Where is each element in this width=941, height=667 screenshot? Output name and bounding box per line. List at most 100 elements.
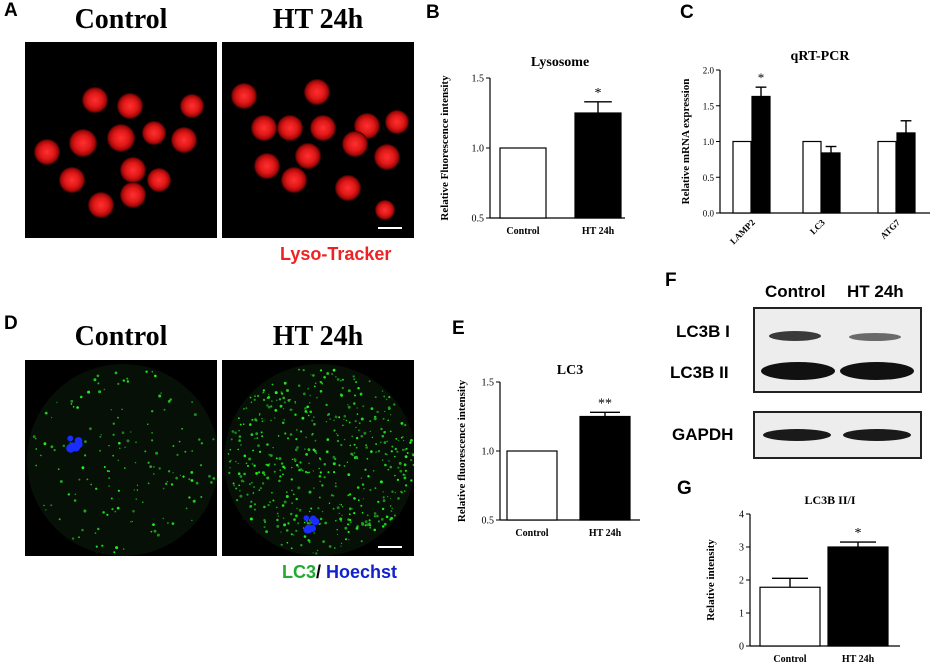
- lc3-puncta: [368, 522, 371, 525]
- lc3-puncta: [341, 514, 343, 517]
- lc3-puncta: [330, 494, 334, 497]
- y-axis-label: Relative mRNA expression: [680, 79, 692, 205]
- lc3-puncta: [283, 500, 287, 504]
- lc3-puncta: [297, 522, 300, 525]
- lc3-puncta: [99, 435, 102, 438]
- lc3-puncta: [280, 391, 282, 393]
- lc3-puncta: [252, 449, 254, 452]
- lc3-puncta: [341, 386, 344, 390]
- lc3-puncta: [348, 421, 351, 424]
- lc3-puncta: [356, 486, 360, 489]
- lc3-puncta: [181, 427, 184, 430]
- lc3-puncta: [253, 486, 255, 488]
- lc3-puncta: [360, 504, 363, 507]
- lc3-puncta: [334, 547, 336, 549]
- lc3-puncta: [344, 526, 348, 530]
- lc3-puncta: [276, 512, 279, 515]
- lc3-puncta: [271, 383, 274, 386]
- lc3-puncta: [292, 534, 295, 536]
- lc3-puncta: [294, 400, 296, 403]
- lc3-puncta: [334, 457, 337, 461]
- lc3-puncta: [276, 524, 280, 528]
- bar: [896, 132, 916, 214]
- lc3-puncta: [135, 498, 138, 501]
- lc3-puncta: [327, 471, 330, 474]
- lc3-puncta: [297, 486, 301, 490]
- lc3-puncta: [112, 433, 115, 436]
- lc3-puncta: [339, 503, 341, 505]
- lc3-puncta: [353, 452, 356, 454]
- lc3-puncta: [374, 487, 377, 489]
- lc3-puncta: [176, 453, 179, 456]
- lc3-puncta: [334, 415, 337, 417]
- lc3-puncta: [158, 467, 161, 470]
- lc3-puncta: [274, 409, 278, 412]
- lc3-puncta: [313, 487, 315, 489]
- lc3-puncta: [251, 482, 253, 484]
- blot-header-ht: HT 24h: [847, 282, 904, 301]
- lc3-puncta: [266, 463, 270, 467]
- lc3-puncta: [108, 477, 111, 480]
- lc3-puncta: [380, 441, 382, 444]
- lc3-puncta: [291, 458, 293, 460]
- y-tick-label: 1.0: [482, 447, 495, 458]
- lc3-puncta: [280, 392, 284, 395]
- lc3-puncta: [332, 368, 336, 372]
- lc3-puncta: [299, 461, 302, 464]
- lc3-puncta: [237, 462, 239, 465]
- x-tick-label: ATG7: [878, 217, 902, 241]
- lc3-puncta: [326, 372, 330, 375]
- lc3-puncta: [188, 496, 191, 499]
- lc3-puncta: [355, 527, 359, 530]
- lc3-puncta: [393, 403, 396, 406]
- lc3-puncta: [365, 444, 367, 447]
- lc3-puncta: [153, 473, 155, 475]
- lc3-puncta: [383, 441, 387, 444]
- lc3-puncta: [251, 418, 254, 421]
- lc3-puncta: [247, 465, 249, 467]
- lc3-puncta: [386, 440, 388, 443]
- lc3-puncta: [156, 533, 160, 537]
- lc3-puncta: [373, 515, 376, 518]
- panel-label-f: F: [665, 270, 677, 291]
- lc3-puncta: [195, 481, 199, 485]
- lc3-puncta: [306, 522, 310, 525]
- lc3-puncta: [356, 407, 358, 409]
- lc3-oocyte-ht: [224, 364, 414, 556]
- lc3-puncta: [353, 512, 356, 515]
- lc3-puncta: [235, 460, 237, 463]
- lc3-puncta: [304, 407, 307, 410]
- bar: [574, 112, 622, 219]
- bar: [821, 152, 841, 214]
- lc3-puncta: [262, 391, 265, 394]
- lc3-puncta: [319, 480, 321, 482]
- lc3-puncta: [316, 396, 318, 399]
- lc3-puncta: [301, 416, 305, 420]
- panel-label-e: E: [452, 318, 465, 339]
- lc3-puncta: [190, 479, 194, 482]
- blot-header-control: Control: [765, 282, 826, 301]
- lc3-puncta: [106, 470, 109, 472]
- lc3-puncta: [300, 430, 303, 433]
- lc3-puncta: [295, 529, 298, 533]
- lc3-puncta: [306, 471, 309, 474]
- lc3-puncta: [404, 469, 407, 472]
- lc3-puncta: [142, 501, 144, 503]
- x-tick-label: Control: [515, 528, 548, 539]
- lc3-puncta: [369, 527, 371, 529]
- lc3-puncta: [404, 423, 407, 427]
- lc3-puncta: [124, 446, 126, 448]
- lc3-puncta: [165, 482, 168, 485]
- lc3-puncta: [117, 459, 119, 461]
- lc3-puncta: [291, 466, 293, 469]
- lc3-puncta: [357, 387, 360, 390]
- lc3-puncta: [171, 522, 175, 525]
- lc3-puncta: [326, 438, 330, 441]
- lc3-puncta: [333, 471, 336, 474]
- lc3-puncta: [108, 445, 110, 447]
- lc3-puncta: [230, 438, 233, 441]
- lysotracker-caption: Lyso-Tracker: [280, 244, 392, 264]
- lc3-puncta: [341, 378, 344, 381]
- lc3-puncta: [35, 448, 38, 450]
- lc3-puncta: [275, 457, 278, 460]
